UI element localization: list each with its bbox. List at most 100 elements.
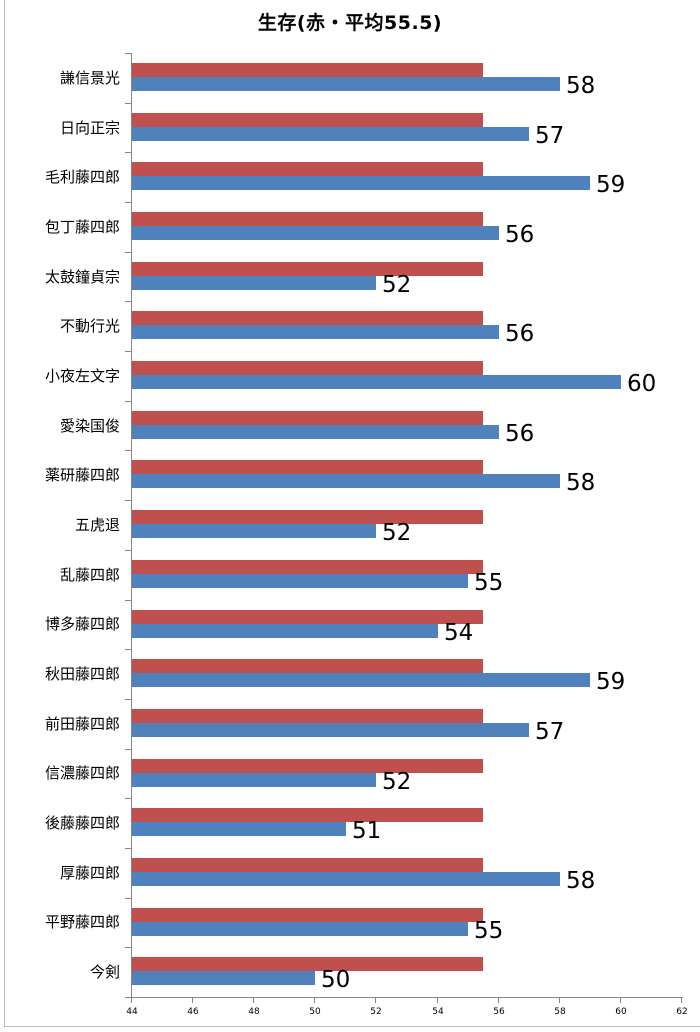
data-label: 52 [382,272,412,298]
bar-average [132,262,483,276]
category-label: 小夜左文字 [44,367,120,385]
data-label: 59 [596,172,626,198]
data-label: 58 [566,73,596,99]
plot-area [132,53,682,997]
x-tick [437,997,438,1003]
bar-average [132,510,483,524]
category-label: 五虎退 [74,516,120,534]
category-label: 厚藤四郎 [59,864,120,882]
category-label: 不動行光 [59,317,120,335]
bar-average [132,957,483,971]
y-tick [125,749,131,750]
x-tick [192,997,193,1003]
data-label: 59 [596,669,626,695]
x-axis-line [131,997,683,998]
x-tick-label: 62 [676,1007,688,1017]
bar-survival [132,673,590,687]
x-tick-label: 54 [432,1007,444,1017]
y-tick [125,600,131,601]
bar-average [132,659,483,673]
bar-average [132,908,483,922]
category-label: 平野藤四郎 [44,913,120,931]
y-tick [125,699,131,700]
category-label: 博多藤四郎 [44,615,120,633]
category-label: 秋田藤四郎 [44,665,120,683]
bar-average [132,709,483,723]
y-tick [125,997,131,998]
y-tick [125,252,131,253]
category-label: 包丁藤四郎 [44,218,120,236]
data-label: 52 [382,520,412,546]
data-label: 55 [474,918,504,944]
x-tick-label: 60 [615,1007,627,1017]
x-tick-label: 44 [126,1007,138,1017]
bar-survival [132,474,560,488]
x-tick-label: 46 [187,1007,199,1017]
x-tick [559,997,560,1003]
data-label: 50 [321,967,351,993]
data-label: 52 [382,769,412,795]
bar-survival [132,624,438,638]
data-label: 56 [505,421,535,447]
y-tick [125,898,131,899]
bar-survival [132,822,346,836]
bar-survival [132,425,499,439]
x-tick-label: 48 [248,1007,260,1017]
bar-survival [132,77,560,91]
category-label: 謙信景光 [59,69,120,87]
y-tick [125,947,131,948]
category-label: 後藤藤四郎 [44,814,120,832]
category-label: 薬研藤四郎 [44,466,120,484]
x-tick-label: 52 [370,1007,382,1017]
x-tick [620,997,621,1003]
y-tick [125,301,131,302]
y-tick [125,152,131,153]
bar-survival [132,176,590,190]
data-label: 58 [566,868,596,894]
y-tick [125,450,131,451]
data-label: 57 [535,719,565,745]
bar-average [132,610,483,624]
chart-title: 生存(赤・平均55.5) [257,12,443,34]
bar-average [132,212,483,226]
bar-survival [132,375,621,389]
bar-survival [132,971,315,985]
y-tick [125,649,131,650]
bar-survival [132,723,529,737]
y-tick [125,202,131,203]
bar-survival [132,325,499,339]
y-tick [125,798,131,799]
data-label: 57 [535,123,565,149]
y-tick [125,500,131,501]
x-tick [681,997,682,1003]
category-label: 毛利藤四郎 [44,168,120,186]
y-tick [125,550,131,551]
bar-average [132,411,483,425]
x-tick-label: 56 [493,1007,505,1017]
data-label: 51 [352,818,382,844]
bar-survival [132,226,499,240]
category-label: 前田藤四郎 [44,715,120,733]
bar-average [132,361,483,375]
data-label: 60 [627,371,657,397]
data-label: 55 [474,570,504,596]
bar-survival [132,276,376,290]
bar-average [132,63,483,77]
data-label: 58 [566,470,596,496]
category-label: 乱藤四郎 [59,566,120,584]
bar-survival [132,524,376,538]
bar-average [132,858,483,872]
category-label: 愛染国俊 [59,417,120,435]
category-label: 今剣 [89,963,120,981]
bar-survival [132,127,529,141]
x-tick [498,997,499,1003]
data-label: 54 [444,620,474,646]
y-tick [125,53,131,54]
x-tick [314,997,315,1003]
y-axis-line [131,53,132,998]
chart-frame [4,0,700,1027]
y-tick [125,103,131,104]
y-tick [125,401,131,402]
y-tick [125,351,131,352]
x-tick [131,997,132,1003]
